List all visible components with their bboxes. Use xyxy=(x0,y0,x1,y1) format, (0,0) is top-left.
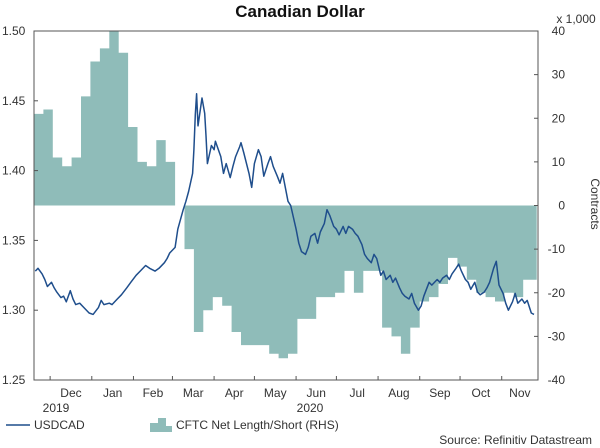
right-tick-label: 30 xyxy=(552,68,566,82)
cftc-area-series xyxy=(34,31,537,359)
chart-title: Canadian Dollar xyxy=(235,2,365,21)
legend: USDCAD CFTC Net Length/Short (RHS) xyxy=(6,418,339,432)
x-tick-label: Jul xyxy=(350,386,365,400)
x-tick-label: Oct xyxy=(472,386,491,400)
right-axis-label: Contracts xyxy=(588,178,600,229)
right-tick-label: 40 xyxy=(552,24,566,38)
legend-area-label: CFTC Net Length/Short (RHS) xyxy=(176,418,339,432)
left-axis: 1.50 1.45 1.40 1.35 1.30 1.25 xyxy=(2,24,38,387)
left-tick-label: 1.30 xyxy=(2,303,26,317)
source-note: Source: Refinitiv Datastream xyxy=(439,433,592,447)
x-year-label: 2019 xyxy=(43,401,70,415)
left-tick-label: 1.40 xyxy=(2,164,26,178)
right-tick-label: 20 xyxy=(552,111,566,125)
x-tick-label: Apr xyxy=(225,386,244,400)
right-tick-label: -20 xyxy=(548,286,566,300)
right-tick-label: -40 xyxy=(548,373,566,387)
left-tick-label: 1.35 xyxy=(2,233,26,247)
right-tick-label: -10 xyxy=(548,242,566,256)
right-axis: 40 30 20 10 0 -10 -20 -30 -40 xyxy=(534,24,565,387)
usdcad-line xyxy=(34,93,535,316)
x-tick-label: Feb xyxy=(143,386,164,400)
left-tick-label: 1.50 xyxy=(2,24,26,38)
x-tick-label: Mar xyxy=(183,386,204,400)
x-axis: Dec Jan Feb Mar Apr May Jun Jul Aug Sep Oct Nov 2019… xyxy=(43,376,531,415)
x-tick-label: Aug xyxy=(388,386,409,400)
x-tick-label: Dec xyxy=(60,386,81,400)
x-year-label: 2020 xyxy=(297,401,324,415)
usdcad-line-series xyxy=(34,93,535,316)
right-axis-scale-note: x 1,000 xyxy=(556,12,596,26)
cftc-area xyxy=(34,31,537,359)
left-tick-label: 1.45 xyxy=(2,94,26,108)
x-tick-label: Sep xyxy=(429,386,451,400)
right-tick-label: 0 xyxy=(558,199,565,213)
x-tick-label: Jan xyxy=(103,386,122,400)
right-tick-label: 10 xyxy=(552,155,566,169)
x-tick-label: May xyxy=(264,386,287,400)
left-tick-label: 1.25 xyxy=(2,373,26,387)
right-tick-label: -30 xyxy=(548,329,566,343)
legend-area-swatch xyxy=(150,418,172,432)
x-tick-label: Nov xyxy=(509,386,530,400)
x-tick-label: Jun xyxy=(307,386,326,400)
legend-line-label: USDCAD xyxy=(34,418,85,432)
